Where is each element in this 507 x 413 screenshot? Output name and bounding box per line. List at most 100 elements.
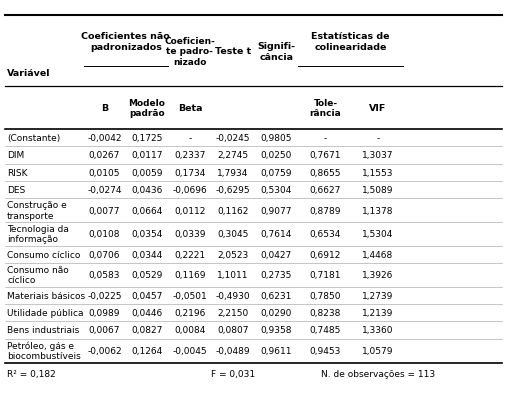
Text: Utilidade pública: Utilidade pública — [7, 308, 84, 317]
Text: 0,9453: 0,9453 — [310, 346, 341, 355]
Text: -0,0225: -0,0225 — [87, 291, 122, 300]
Text: Teste t: Teste t — [215, 47, 251, 56]
Text: -: - — [324, 134, 327, 143]
Text: -0,0489: -0,0489 — [216, 346, 250, 355]
Text: 0,0759: 0,0759 — [261, 169, 292, 177]
Text: 0,7485: 0,7485 — [310, 325, 341, 335]
Text: Materiais básicos: Materiais básicos — [7, 291, 85, 300]
Text: 0,0583: 0,0583 — [89, 271, 120, 280]
Text: 0,9077: 0,9077 — [261, 206, 292, 215]
Text: 0,2221: 0,2221 — [174, 250, 205, 259]
Text: -0,0245: -0,0245 — [216, 134, 250, 143]
Text: Construção e
transporte: Construção e transporte — [7, 201, 67, 220]
Text: 0,0989: 0,0989 — [89, 308, 120, 317]
Text: Tecnologia da
informação: Tecnologia da informação — [7, 225, 69, 244]
Text: 0,1264: 0,1264 — [131, 346, 162, 355]
Text: Consumo não
cíclico: Consumo não cíclico — [7, 266, 69, 285]
Text: 1,3037: 1,3037 — [362, 151, 393, 160]
Text: 1,2739: 1,2739 — [362, 291, 393, 300]
Text: 2,2745: 2,2745 — [218, 151, 249, 160]
Text: 0,0446: 0,0446 — [131, 308, 162, 317]
Text: Signifi-
cância: Signifi- cância — [258, 42, 296, 62]
Text: 1,1378: 1,1378 — [362, 206, 393, 215]
Text: RISK: RISK — [7, 169, 27, 177]
Text: 0,2337: 0,2337 — [174, 151, 206, 160]
Text: 0,7181: 0,7181 — [310, 271, 341, 280]
Text: 0,0267: 0,0267 — [89, 151, 120, 160]
Text: -0,0501: -0,0501 — [172, 291, 207, 300]
Text: 0,0290: 0,0290 — [261, 308, 292, 317]
Text: 0,0077: 0,0077 — [89, 206, 120, 215]
Text: (Constante): (Constante) — [7, 134, 60, 143]
Text: 0,6627: 0,6627 — [310, 186, 341, 195]
Text: 0,0664: 0,0664 — [131, 206, 162, 215]
Text: -: - — [376, 134, 379, 143]
Text: Consumo cíclico: Consumo cíclico — [7, 250, 81, 259]
Text: R² = 0,182: R² = 0,182 — [7, 369, 56, 378]
Text: 0,0339: 0,0339 — [174, 230, 206, 239]
Text: N. de observações = 113: N. de observações = 113 — [320, 369, 435, 378]
Text: -0,0042: -0,0042 — [87, 134, 122, 143]
Text: 1,5304: 1,5304 — [362, 230, 393, 239]
Text: 0,0084: 0,0084 — [174, 325, 206, 335]
Text: 0,0067: 0,0067 — [89, 325, 120, 335]
Text: 0,0117: 0,0117 — [131, 151, 162, 160]
Text: 1,1553: 1,1553 — [362, 169, 393, 177]
Text: 0,2735: 0,2735 — [261, 271, 292, 280]
Text: 0,0706: 0,0706 — [89, 250, 120, 259]
Text: Petróleo, gás e
biocombustíveis: Petróleo, gás e biocombustíveis — [7, 341, 81, 361]
Text: 0,8238: 0,8238 — [310, 308, 341, 317]
Text: 0,7850: 0,7850 — [310, 291, 341, 300]
Text: 0,0344: 0,0344 — [131, 250, 162, 259]
Text: Tole-
rância: Tole- rância — [310, 99, 341, 118]
Text: Coeficien-
te padro-
nizado: Coeficien- te padro- nizado — [164, 37, 215, 66]
Text: 0,6231: 0,6231 — [261, 291, 292, 300]
Text: 0,8789: 0,8789 — [310, 206, 341, 215]
Text: 0,0827: 0,0827 — [131, 325, 162, 335]
Text: 0,6912: 0,6912 — [310, 250, 341, 259]
Text: 1,3360: 1,3360 — [362, 325, 393, 335]
Text: DES: DES — [7, 186, 25, 195]
Text: 0,7671: 0,7671 — [310, 151, 341, 160]
Text: 0,1734: 0,1734 — [174, 169, 206, 177]
Text: 0,1162: 0,1162 — [218, 206, 249, 215]
Text: 0,0105: 0,0105 — [89, 169, 120, 177]
Text: 0,0108: 0,0108 — [89, 230, 120, 239]
Text: 0,7614: 0,7614 — [261, 230, 292, 239]
Text: -0,0696: -0,0696 — [172, 186, 207, 195]
Text: 1,5089: 1,5089 — [362, 186, 393, 195]
Text: 0,0059: 0,0059 — [131, 169, 162, 177]
Text: DIM: DIM — [7, 151, 24, 160]
Text: Coeficientes não
padronizados: Coeficientes não padronizados — [82, 32, 170, 52]
Text: 0,0529: 0,0529 — [131, 271, 162, 280]
Text: -0,0045: -0,0045 — [172, 346, 207, 355]
Text: 0,1725: 0,1725 — [131, 134, 162, 143]
Text: 1,0579: 1,0579 — [362, 346, 393, 355]
Text: 0,0250: 0,0250 — [261, 151, 292, 160]
Text: 0,0112: 0,0112 — [174, 206, 206, 215]
Text: 2,0523: 2,0523 — [218, 250, 249, 259]
Text: 1,2139: 1,2139 — [362, 308, 393, 317]
Text: F = 0,031: F = 0,031 — [211, 369, 255, 378]
Text: 2,2150: 2,2150 — [218, 308, 249, 317]
Text: 0,2196: 0,2196 — [174, 308, 206, 317]
Text: 0,0427: 0,0427 — [261, 250, 292, 259]
Text: -0,6295: -0,6295 — [216, 186, 250, 195]
Text: -0,4930: -0,4930 — [216, 291, 250, 300]
Text: 0,0436: 0,0436 — [131, 186, 162, 195]
Text: -: - — [188, 134, 192, 143]
Text: -0,0274: -0,0274 — [87, 186, 122, 195]
Text: 1,7934: 1,7934 — [218, 169, 249, 177]
Text: 0,5304: 0,5304 — [261, 186, 292, 195]
Text: Variável: Variável — [7, 69, 51, 77]
Text: 1,1011: 1,1011 — [218, 271, 249, 280]
Text: 0,0457: 0,0457 — [131, 291, 162, 300]
Text: -0,0062: -0,0062 — [87, 346, 122, 355]
Text: 0,3045: 0,3045 — [218, 230, 249, 239]
Text: 0,0354: 0,0354 — [131, 230, 162, 239]
Text: Estatísticas de
colinearidade: Estatísticas de colinearidade — [311, 32, 390, 52]
Text: 0,8655: 0,8655 — [310, 169, 341, 177]
Text: 0,0807: 0,0807 — [218, 325, 249, 335]
Text: 0,1169: 0,1169 — [174, 271, 206, 280]
Text: 1,3926: 1,3926 — [362, 271, 393, 280]
